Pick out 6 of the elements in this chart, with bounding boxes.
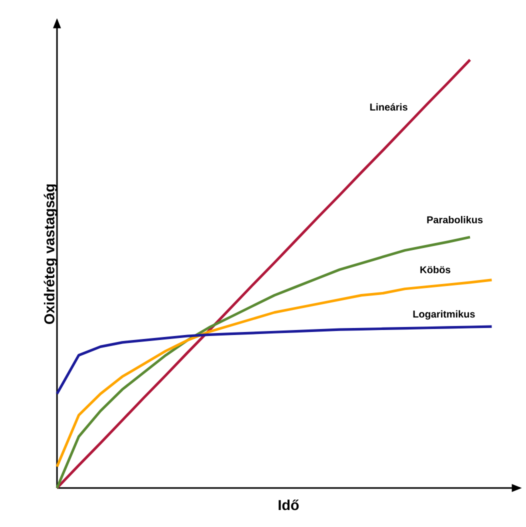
series-label: Logaritmikus xyxy=(413,310,475,320)
y-axis-title: Oxidréteg vastagság xyxy=(44,184,58,324)
series-label: Lineáris xyxy=(370,103,408,111)
series-label: Parabolikus xyxy=(427,216,483,224)
series-label: Köbös xyxy=(420,266,450,274)
x-axis-title: Idő xyxy=(278,500,299,510)
